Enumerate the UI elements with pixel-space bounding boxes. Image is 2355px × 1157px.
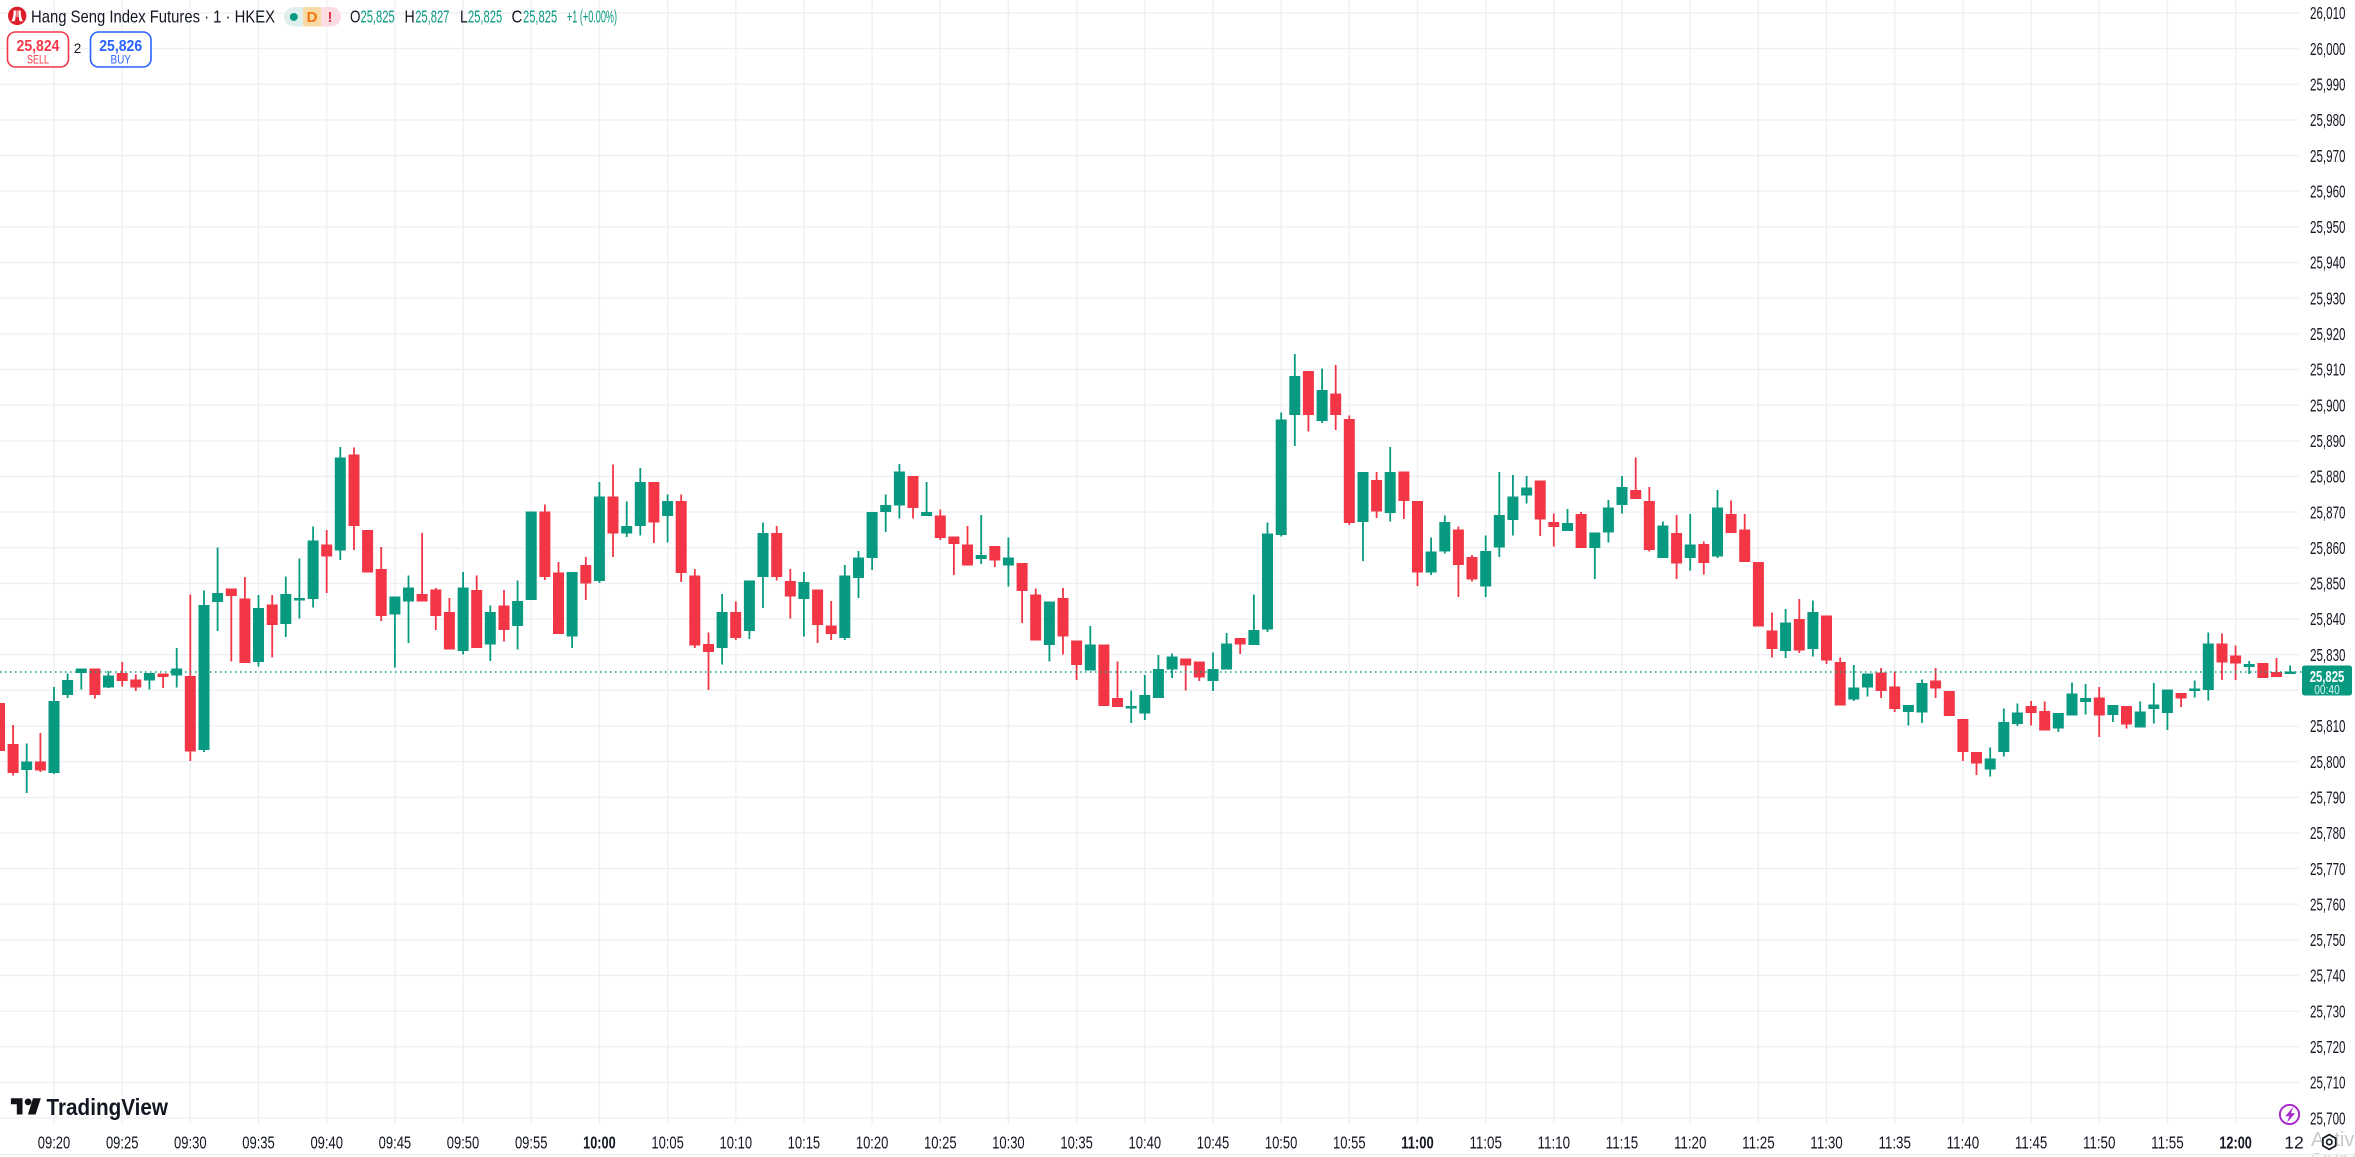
svg-text:09:40: 09:40: [310, 1133, 343, 1153]
svg-text:25,840: 25,840: [2310, 609, 2346, 629]
svg-text:09:35: 09:35: [242, 1133, 275, 1153]
svg-text:25,760: 25,760: [2310, 894, 2346, 914]
svg-text:10:30: 10:30: [992, 1133, 1025, 1153]
svg-text:SELL: SELL: [27, 54, 49, 66]
svg-text:25,890: 25,890: [2310, 431, 2346, 451]
svg-text:L: L: [460, 7, 468, 27]
svg-text:10:05: 10:05: [651, 1133, 684, 1153]
svg-text:!: !: [328, 9, 333, 26]
svg-text:10:15: 10:15: [788, 1133, 821, 1153]
svg-text:25,770: 25,770: [2310, 859, 2346, 879]
svg-text:25,826: 25,826: [99, 38, 142, 55]
svg-text:11:40: 11:40: [1947, 1133, 1980, 1153]
svg-text:10:40: 10:40: [1129, 1133, 1162, 1153]
svg-text:10:35: 10:35: [1060, 1133, 1093, 1153]
svg-text:10:20: 10:20: [856, 1133, 889, 1153]
svg-text:25,930: 25,930: [2310, 288, 2346, 308]
svg-text:12: 12: [2284, 1133, 2303, 1153]
svg-text:25,750: 25,750: [2310, 930, 2346, 950]
svg-text:10:25: 10:25: [924, 1133, 957, 1153]
svg-text:11:55: 11:55: [2151, 1133, 2184, 1153]
svg-text:25,740: 25,740: [2310, 966, 2346, 986]
svg-text:26,010: 26,010: [2310, 3, 2346, 23]
svg-text:25,800: 25,800: [2310, 752, 2346, 772]
svg-text:11:30: 11:30: [1810, 1133, 1843, 1153]
svg-text:10:50: 10:50: [1265, 1133, 1298, 1153]
svg-text:Hang Seng Index Futures · 1 ·: Hang Seng Index Futures · 1 · HKEX: [31, 7, 275, 27]
svg-text:12:00: 12:00: [2219, 1133, 2252, 1153]
svg-text:25,900: 25,900: [2310, 395, 2346, 415]
svg-text:25,950: 25,950: [2310, 217, 2346, 237]
svg-text:10:10: 10:10: [720, 1133, 753, 1153]
svg-text:25,990: 25,990: [2310, 75, 2346, 95]
svg-text:BUY: BUY: [110, 54, 131, 66]
svg-text:11:35: 11:35: [1878, 1133, 1911, 1153]
svg-text:25,960: 25,960: [2310, 181, 2346, 201]
svg-text:25,710: 25,710: [2310, 1073, 2346, 1093]
svg-text:11:05: 11:05: [1469, 1133, 1502, 1153]
svg-text:25,920: 25,920: [2310, 324, 2346, 344]
svg-text:11:10: 11:10: [1538, 1133, 1571, 1153]
svg-text:09:30: 09:30: [174, 1133, 207, 1153]
svg-text:25,825: 25,825: [361, 7, 395, 27]
svg-text:11:50: 11:50: [2083, 1133, 2116, 1153]
svg-text:25,910: 25,910: [2310, 360, 2346, 380]
svg-text:25,870: 25,870: [2310, 502, 2346, 522]
svg-text:H: H: [405, 7, 415, 27]
svg-text:25,980: 25,980: [2310, 110, 2346, 130]
svg-text:25,810: 25,810: [2310, 716, 2346, 736]
svg-text:25,730: 25,730: [2310, 1001, 2346, 1021]
svg-text:10:45: 10:45: [1197, 1133, 1230, 1153]
svg-text:00:40: 00:40: [2314, 682, 2340, 697]
svg-text:25,825: 25,825: [468, 7, 502, 27]
svg-text:10:55: 10:55: [1333, 1133, 1366, 1153]
svg-text:C: C: [512, 7, 523, 27]
svg-text:10:00: 10:00: [583, 1133, 616, 1153]
svg-text:25,824: 25,824: [17, 38, 60, 55]
svg-text:11:25: 11:25: [1742, 1133, 1775, 1153]
svg-text:25,825: 25,825: [2310, 669, 2345, 686]
svg-text:25,825: 25,825: [523, 7, 557, 27]
svg-text:11:15: 11:15: [1606, 1133, 1639, 1153]
svg-text:TradingView: TradingView: [47, 1094, 169, 1120]
svg-text:11:20: 11:20: [1674, 1133, 1707, 1153]
svg-text:26,000: 26,000: [2310, 39, 2346, 59]
svg-text:09:20: 09:20: [38, 1133, 71, 1153]
svg-text:11:00: 11:00: [1401, 1133, 1434, 1153]
svg-text:Go to Se: Go to Se: [2311, 1150, 2355, 1157]
svg-text:25,780: 25,780: [2310, 823, 2346, 843]
svg-text:O: O: [350, 7, 361, 27]
svg-text:25,827: 25,827: [415, 7, 449, 27]
svg-text:25,850: 25,850: [2310, 574, 2346, 594]
svg-text:11:45: 11:45: [2015, 1133, 2048, 1153]
svg-text:09:55: 09:55: [515, 1133, 548, 1153]
svg-text:25,940: 25,940: [2310, 253, 2346, 273]
svg-text:25,860: 25,860: [2310, 538, 2346, 558]
svg-text:D: D: [307, 9, 318, 26]
svg-text:2: 2: [74, 41, 82, 56]
svg-text:09:45: 09:45: [379, 1133, 412, 1153]
svg-text:+1 (+0.00%): +1 (+0.00%): [567, 7, 617, 27]
svg-text:25,790: 25,790: [2310, 788, 2346, 808]
svg-text:25,880: 25,880: [2310, 467, 2346, 487]
svg-text:09:25: 09:25: [106, 1133, 139, 1153]
svg-text:25,830: 25,830: [2310, 645, 2346, 665]
svg-text:09:50: 09:50: [447, 1133, 480, 1153]
svg-text:25,700: 25,700: [2310, 1108, 2346, 1128]
svg-text:25,720: 25,720: [2310, 1037, 2346, 1057]
svg-text:25,970: 25,970: [2310, 146, 2346, 166]
